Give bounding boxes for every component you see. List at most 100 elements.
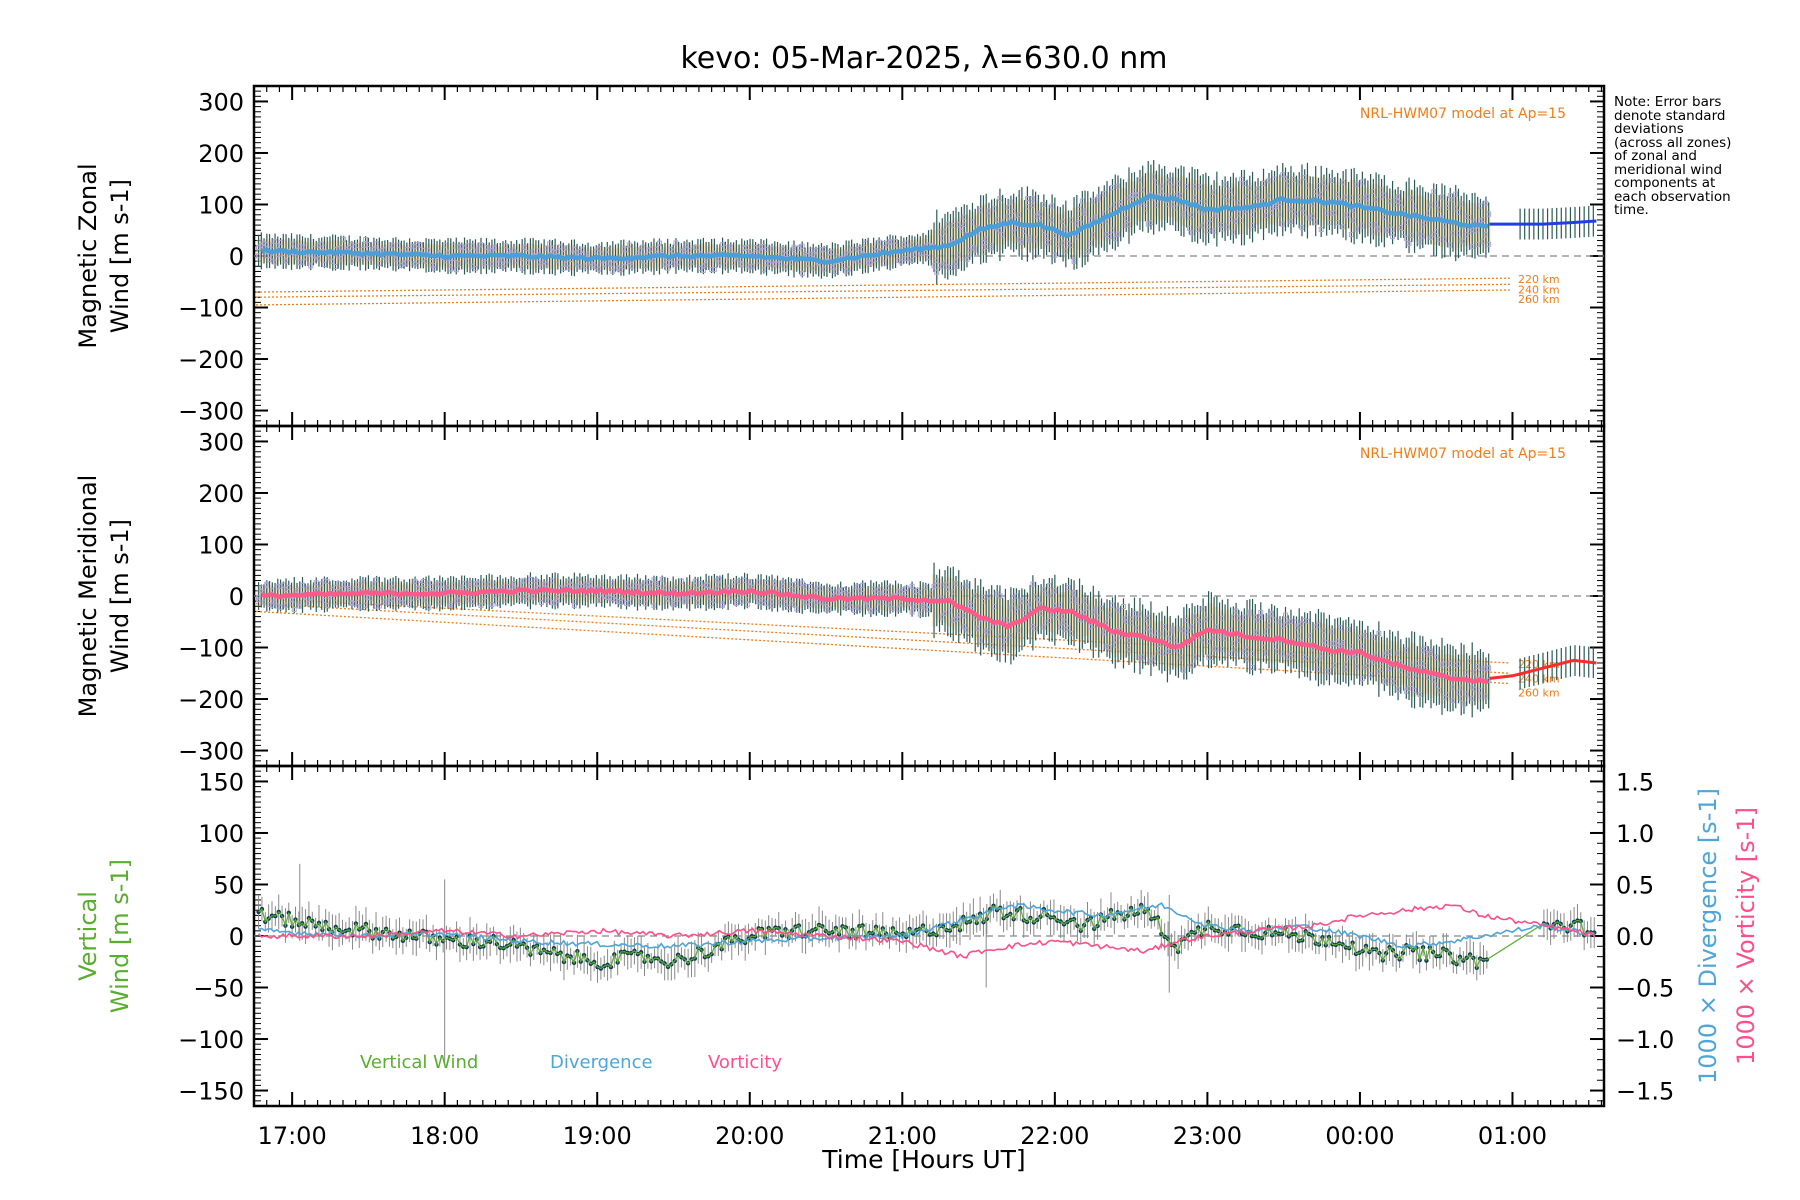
meridional-wind-line bbox=[261, 586, 1489, 684]
zone-point bbox=[670, 602, 676, 608]
zone-point bbox=[1250, 222, 1256, 228]
zone-point bbox=[1359, 676, 1365, 682]
zone-point bbox=[659, 576, 665, 582]
zone-point bbox=[747, 579, 753, 585]
zone-point bbox=[1222, 182, 1228, 188]
zone-point bbox=[1066, 585, 1072, 591]
zone-point bbox=[1052, 588, 1058, 594]
zone-point bbox=[472, 266, 478, 272]
zone-point bbox=[983, 243, 989, 249]
zone-point bbox=[376, 260, 382, 266]
y-tick-label: 300 bbox=[198, 428, 244, 456]
y2-tick-label: 1.5 bbox=[1616, 768, 1654, 796]
zone-point bbox=[624, 600, 630, 606]
zone-point bbox=[577, 577, 583, 583]
zone-point bbox=[1148, 658, 1154, 664]
y-axis-label: Wind [m s-1] bbox=[106, 179, 134, 333]
zone-point bbox=[560, 265, 566, 271]
zone-point bbox=[1140, 654, 1146, 660]
zone-point bbox=[1239, 176, 1245, 182]
altitude-label: 260 km bbox=[1518, 293, 1560, 306]
y-tick-label: −100 bbox=[178, 295, 244, 323]
y-tick-label: 50 bbox=[213, 871, 244, 899]
zone-point bbox=[544, 598, 550, 604]
y2-tick-label: −0.5 bbox=[1616, 975, 1674, 1003]
zone-point bbox=[698, 580, 704, 586]
zone-point bbox=[873, 606, 879, 612]
zone-point bbox=[948, 265, 954, 271]
zone-point bbox=[802, 583, 808, 589]
zone-point bbox=[376, 603, 382, 609]
y-tick-label: 200 bbox=[198, 480, 244, 508]
y2-tick-label: −1.0 bbox=[1616, 1026, 1674, 1054]
zone-point bbox=[343, 581, 349, 587]
zone-point bbox=[1447, 193, 1453, 199]
zone-point bbox=[1403, 688, 1409, 694]
zone-point bbox=[453, 267, 459, 273]
zone-point bbox=[1024, 196, 1030, 202]
zone-point bbox=[357, 604, 363, 610]
zone-point bbox=[799, 243, 805, 249]
zone-point bbox=[1189, 230, 1195, 236]
zone-point bbox=[1151, 174, 1157, 180]
zone-point bbox=[1115, 183, 1121, 189]
model-line bbox=[255, 603, 1511, 674]
zone-point bbox=[997, 593, 1003, 599]
zone-point bbox=[360, 579, 366, 585]
zone-point bbox=[838, 587, 844, 593]
zone-point bbox=[860, 582, 866, 588]
zone-point bbox=[1447, 242, 1453, 248]
zone-point bbox=[1384, 227, 1390, 233]
zone-point bbox=[1192, 654, 1198, 660]
y-tick-label: 100 bbox=[198, 191, 244, 219]
zone-point bbox=[1049, 203, 1055, 209]
y-tick-label: −300 bbox=[178, 398, 244, 426]
zone-point bbox=[1206, 654, 1212, 660]
zone-point bbox=[827, 587, 833, 593]
zone-point bbox=[1348, 232, 1354, 238]
zone-point bbox=[291, 607, 297, 613]
zone-point bbox=[374, 603, 380, 609]
zone-point bbox=[448, 266, 454, 272]
zone-point bbox=[519, 578, 525, 584]
zone-point bbox=[1258, 614, 1264, 620]
y2-tick-label: −1.5 bbox=[1616, 1078, 1674, 1106]
zone-point bbox=[1052, 252, 1058, 258]
panel-zonal: 300 200 100 0 −100 −200 −300 NRL-HWM07 model at… bbox=[178, 84, 1606, 428]
zone-point bbox=[1280, 221, 1286, 227]
y-tick-label: −200 bbox=[178, 686, 244, 714]
zone-point bbox=[637, 598, 643, 604]
zone-point bbox=[711, 266, 717, 272]
zone-point bbox=[1233, 608, 1239, 614]
zone-point bbox=[958, 585, 964, 591]
zone-point bbox=[1230, 229, 1236, 235]
zone-point bbox=[489, 601, 495, 607]
zone-point bbox=[1079, 198, 1085, 204]
zone-point bbox=[1304, 618, 1310, 624]
zone-point bbox=[300, 582, 306, 588]
zone-point bbox=[278, 604, 284, 610]
zone-point bbox=[717, 576, 723, 582]
meridional-wind-late-line bbox=[1489, 658, 1597, 680]
zone-point bbox=[365, 241, 371, 247]
zone-point bbox=[1120, 603, 1126, 609]
zone-point bbox=[321, 261, 327, 267]
zone-point bbox=[1282, 175, 1288, 181]
zone-point bbox=[917, 611, 923, 617]
zone-point bbox=[854, 584, 860, 590]
y-axis-label: Magnetic Zonal bbox=[74, 163, 102, 348]
zone-point bbox=[1486, 211, 1492, 217]
zone-point bbox=[1395, 194, 1401, 200]
zone-point bbox=[1428, 648, 1434, 654]
zone-point bbox=[909, 258, 915, 264]
zone-point bbox=[335, 581, 341, 587]
zone-point bbox=[876, 239, 882, 245]
zone-point bbox=[1291, 176, 1297, 182]
zone-point bbox=[818, 247, 824, 253]
model-line bbox=[255, 277, 1511, 293]
error-bars bbox=[256, 160, 1594, 285]
zone-point bbox=[643, 580, 649, 586]
zone-point bbox=[313, 580, 319, 586]
zone-point bbox=[1423, 645, 1429, 651]
zone-point bbox=[478, 242, 484, 248]
